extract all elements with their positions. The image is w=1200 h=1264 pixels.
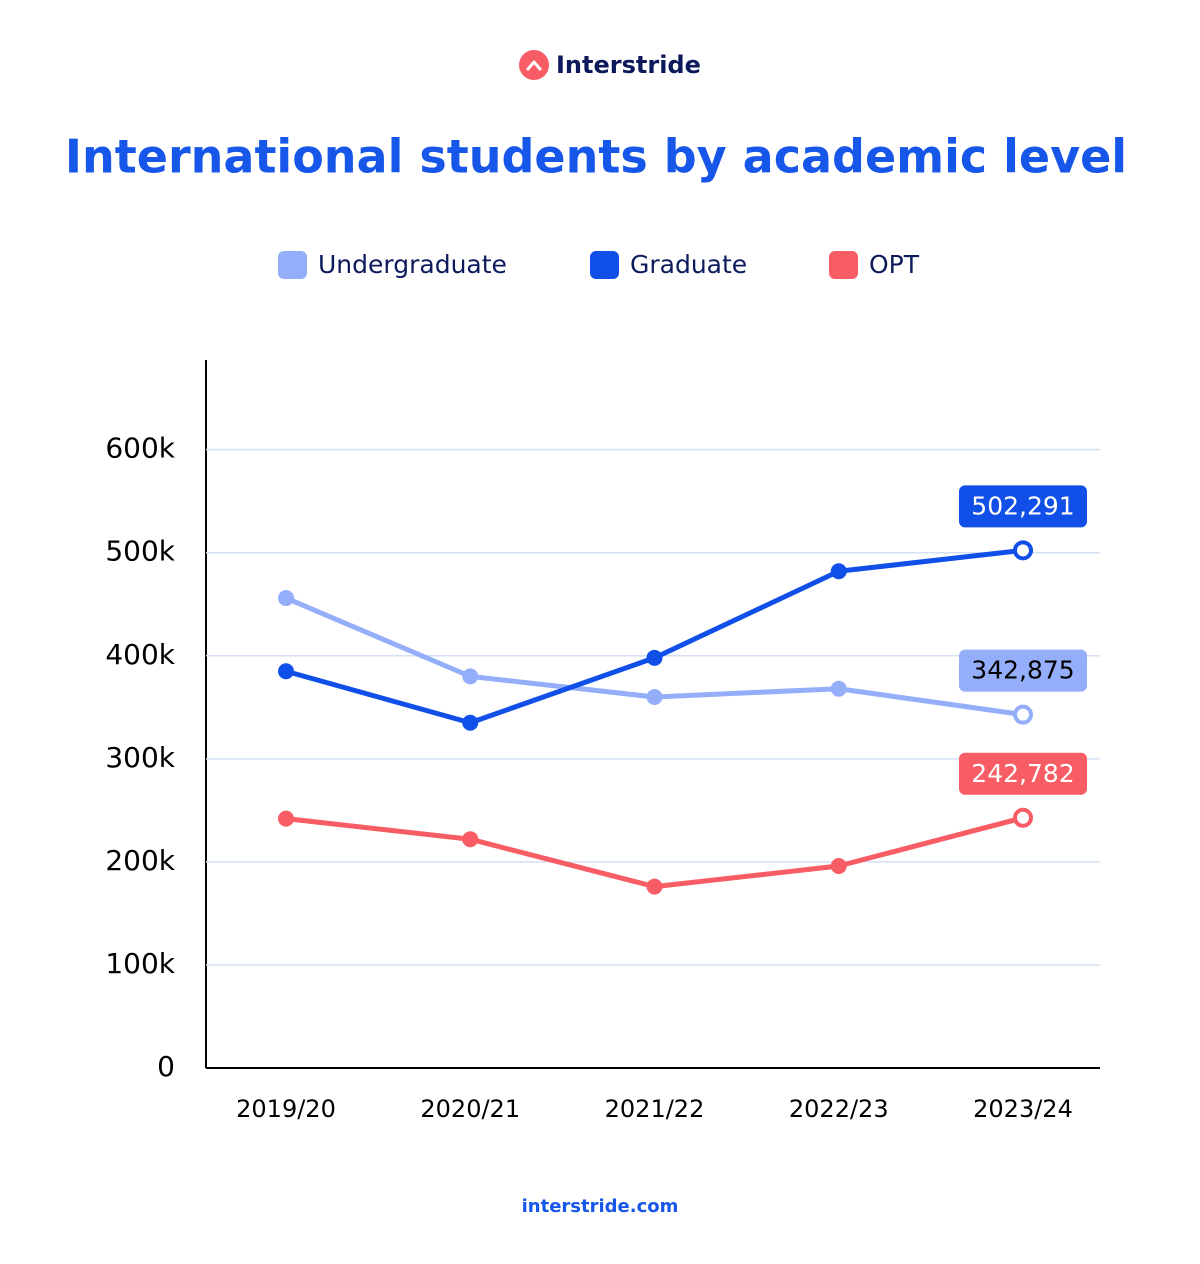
data-point [462, 668, 479, 685]
x-tick-label: 2023/24 [973, 1095, 1073, 1123]
data-point [646, 688, 663, 705]
y-tick-label: 500k [105, 535, 175, 568]
data-point [646, 878, 663, 895]
x-tick-label: 2021/22 [605, 1095, 705, 1123]
y-tick-label: 300k [105, 741, 175, 774]
data-point [462, 831, 479, 848]
data-point [278, 810, 294, 827]
data-point [830, 858, 847, 875]
data-point [646, 649, 663, 666]
legend-label: OPT [869, 250, 920, 279]
data-point [1013, 807, 1033, 828]
chart-title: International students by academic level [65, 130, 1127, 184]
footer-link[interactable]: interstride.com [522, 1196, 679, 1217]
data-point [278, 590, 294, 607]
value-label: 502,291 [971, 491, 1074, 520]
y-tick-label: 400k [105, 638, 175, 671]
value-label-box [959, 485, 1087, 528]
logo: Interstride [519, 50, 701, 80]
data-point [1013, 704, 1033, 725]
data-point [1013, 540, 1033, 561]
value-label-box [959, 649, 1087, 692]
y-tick-label: 0 [157, 1050, 175, 1083]
data-point [830, 563, 847, 580]
y-tick-label: 200k [105, 844, 175, 877]
x-tick-label: 2022/23 [789, 1095, 889, 1123]
value-label: 242,782 [971, 759, 1074, 788]
data-point [278, 663, 294, 680]
data-point [462, 714, 479, 731]
logo-chevron [526, 60, 542, 71]
legend-label: Undergraduate [318, 250, 507, 279]
legend-swatch [829, 251, 858, 279]
value-label: 342,875 [971, 656, 1074, 685]
series-line [285, 815, 1024, 890]
logo-icon [519, 50, 549, 80]
y-tick-label: 600k [105, 432, 175, 465]
data-point [830, 680, 847, 697]
brand: Interstride [556, 51, 701, 79]
value-label-box [959, 752, 1087, 795]
x-tick-label: 2019/20 [236, 1095, 336, 1123]
y-tick-label: 100k [105, 947, 175, 980]
legend-swatch [278, 251, 307, 279]
legend-swatch [590, 251, 619, 279]
legend-label: Graduate [630, 250, 747, 279]
x-tick-label: 2020/21 [420, 1095, 520, 1123]
